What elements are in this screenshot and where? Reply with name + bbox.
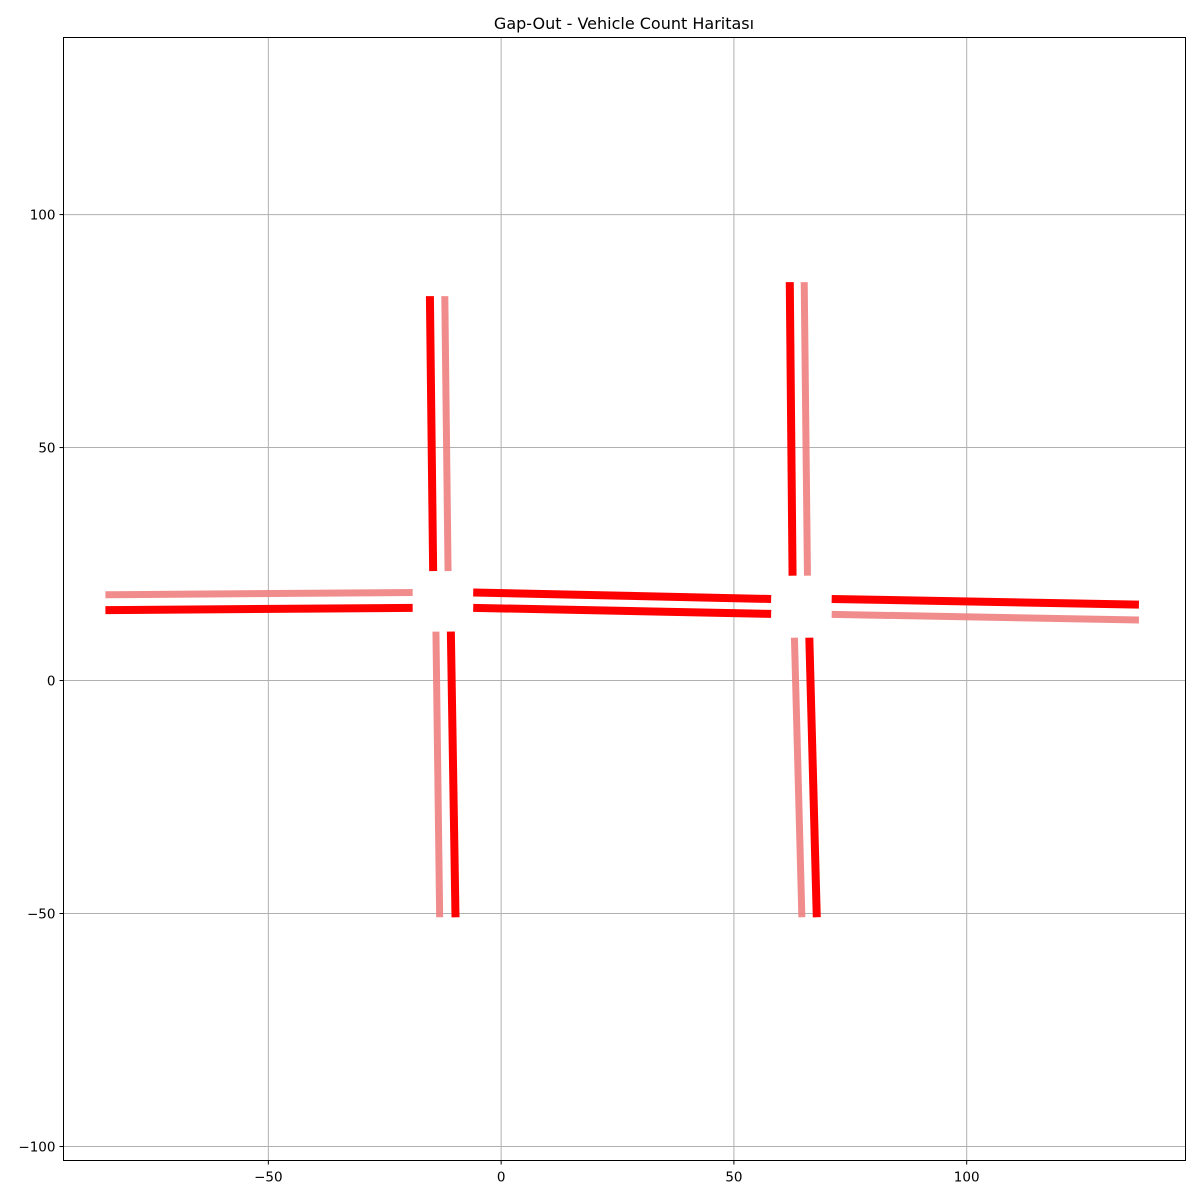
road-segment-n1-b — [441, 296, 452, 572]
grid — [63, 37, 1186, 1161]
axis-ticks: −50 0 50 100 −100 −50 0 50 100 — [18, 208, 979, 1186]
road-segment-n1-a — [425, 296, 438, 572]
road-segment-center-a — [473, 588, 772, 603]
y-tick-label: 0 — [47, 674, 56, 690]
road-segment-west-out — [105, 588, 413, 599]
y-tick-label: −100 — [18, 1140, 55, 1156]
road-segment-s1-a — [432, 631, 444, 918]
road-segment-n2-a — [785, 282, 797, 576]
road-segment-east-a — [831, 595, 1140, 609]
y-tick-label: 100 — [30, 208, 56, 224]
y-tick-label: 50 — [38, 441, 55, 457]
x-tick-label: 50 — [725, 1170, 742, 1186]
road-segment-n2-b — [800, 282, 811, 576]
plot-area — [105, 282, 1140, 918]
x-tick-label: −50 — [254, 1170, 283, 1186]
road-segment-s2-b — [805, 637, 821, 918]
road-segment-center-b — [473, 603, 772, 618]
road-segment-east-b — [831, 610, 1140, 624]
road-segment-west-in — [105, 603, 413, 615]
x-tick-label: 0 — [497, 1170, 506, 1186]
chart-title: Gap-Out - Vehicle Count Haritası — [494, 14, 754, 33]
plot-frame — [63, 37, 1186, 1161]
road-segment-s1-b — [446, 631, 460, 918]
x-tick-label: 100 — [954, 1170, 980, 1186]
road-segment-s2-a — [790, 637, 806, 918]
y-tick-label: −50 — [27, 907, 56, 923]
